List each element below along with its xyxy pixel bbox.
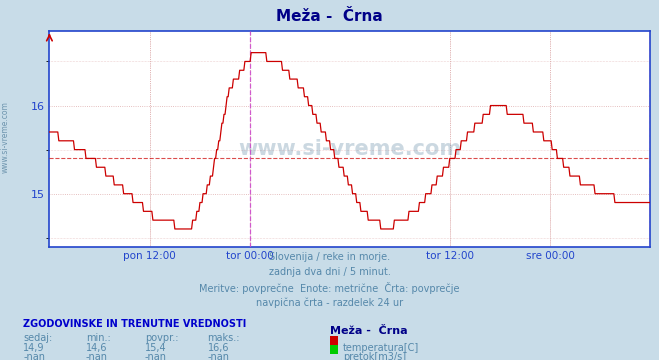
Text: navpična črta - razdelek 24 ur: navpična črta - razdelek 24 ur bbox=[256, 297, 403, 308]
Text: -nan: -nan bbox=[145, 352, 167, 360]
Text: -nan: -nan bbox=[23, 352, 45, 360]
Text: min.:: min.: bbox=[86, 333, 111, 343]
Text: sedaj:: sedaj: bbox=[23, 333, 52, 343]
Text: ZGODOVINSKE IN TRENUTNE VREDNOSTI: ZGODOVINSKE IN TRENUTNE VREDNOSTI bbox=[23, 319, 246, 329]
Text: www.si-vreme.com: www.si-vreme.com bbox=[1, 101, 10, 173]
Text: 16,6: 16,6 bbox=[208, 343, 229, 353]
Text: maks.:: maks.: bbox=[208, 333, 240, 343]
Text: povpr.:: povpr.: bbox=[145, 333, 179, 343]
Text: -nan: -nan bbox=[86, 352, 107, 360]
Text: Meritve: povprečne  Enote: metrične  Črta: povprečje: Meritve: povprečne Enote: metrične Črta:… bbox=[199, 282, 460, 294]
Text: -nan: -nan bbox=[208, 352, 229, 360]
Text: pretok[m3/s]: pretok[m3/s] bbox=[343, 352, 406, 360]
Text: www.si-vreme.com: www.si-vreme.com bbox=[239, 139, 461, 159]
Text: 15,4: 15,4 bbox=[145, 343, 167, 353]
Text: 14,9: 14,9 bbox=[23, 343, 45, 353]
Text: temperatura[C]: temperatura[C] bbox=[343, 343, 419, 353]
Text: 14,6: 14,6 bbox=[86, 343, 107, 353]
Text: Meža -  Črna: Meža - Črna bbox=[276, 9, 383, 24]
Text: Meža -  Črna: Meža - Črna bbox=[330, 326, 407, 336]
Text: Slovenija / reke in morje.: Slovenija / reke in morje. bbox=[269, 252, 390, 262]
Text: zadnja dva dni / 5 minut.: zadnja dva dni / 5 minut. bbox=[269, 267, 390, 277]
